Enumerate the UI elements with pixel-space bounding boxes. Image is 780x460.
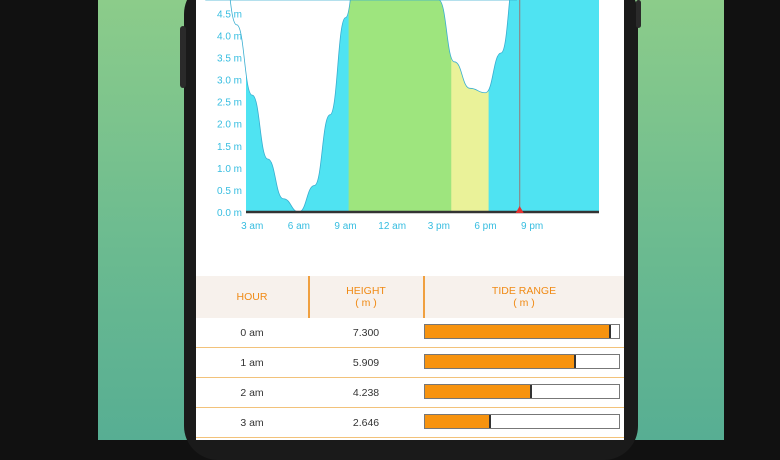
hour-cell: 2 am [240, 386, 264, 399]
tide-range-bar-fill [425, 385, 532, 398]
height-cell: 7.300 [352, 326, 380, 339]
column-header-tide-range: TIDE RANGE ( m ) [424, 276, 624, 318]
tide-range-bar [424, 324, 620, 339]
height-cell: 4.238 [352, 386, 380, 399]
table-row[interactable]: 2 am 4.238 [196, 378, 624, 408]
tide-chart[interactable]: 0.0 m 0.5 m 1.0 m 1.5 m 2.0 m 2.5 m 3.0 m 3.5 m… [196, 0, 624, 250]
column-header-height: HEIGHT ( m ) [309, 276, 423, 318]
y-tick-label: 3.5 m [217, 53, 242, 64]
tide-range-bar-fill [425, 325, 612, 338]
y-tick-label: 1.0 m [217, 164, 242, 175]
hour-cell: 3 am [240, 416, 264, 429]
x-tick-label: 6 am [288, 221, 310, 232]
column-divider [308, 276, 310, 318]
tide-range-bar [424, 354, 620, 369]
tide-range-bar [424, 414, 620, 429]
tide-range-bar-fill [425, 415, 491, 428]
tide-table-header: HOUR HEIGHT ( m ) TIDE RANGE ( m ) [196, 276, 624, 318]
x-tick-label: 6 pm [474, 221, 496, 232]
height-cell: 5.909 [352, 356, 380, 369]
phone-power-button [636, 0, 641, 28]
phone-side-button [180, 26, 186, 88]
tide-range-bar-fill [425, 355, 577, 368]
height-cell: 2.646 [352, 416, 380, 429]
y-tick-label: 2.0 m [217, 120, 242, 131]
x-tick-label: 3 am [241, 221, 263, 232]
column-header-hour-label: HOUR [236, 291, 268, 303]
column-header-hour: HOUR [196, 276, 308, 318]
y-tick-label: 0.5 m [217, 186, 242, 197]
x-tick-label: 12 am [378, 221, 406, 232]
tide-curve-area [206, 0, 517, 212]
column-header-height-unit: ( m ) [355, 297, 377, 309]
y-tick-label: 1.5 m [217, 142, 242, 153]
column-header-range-label: TIDE RANGE [491, 285, 557, 297]
x-tick-label: 9 pm [521, 221, 543, 232]
tide-table: HOUR HEIGHT ( m ) TIDE RANGE ( m ) 0 am … [196, 276, 624, 438]
table-row[interactable]: 3 am 2.646 [196, 408, 624, 438]
phone-screen: 0.0 m 0.5 m 1.0 m 1.5 m 2.0 m 2.5 m 3.0 m 3.5 m… [196, 0, 624, 440]
current-time-marker [515, 206, 524, 213]
tide-range-bar [424, 384, 620, 399]
column-divider [423, 276, 425, 318]
y-tick-label: 4.0 m [217, 31, 242, 42]
y-tick-label: 3.0 m [217, 76, 242, 87]
table-row[interactable]: 0 am 7.300 [196, 318, 624, 348]
column-header-range-unit: ( m ) [513, 297, 535, 309]
table-row[interactable]: 1 am 5.909 [196, 348, 624, 378]
y-tick-label: 0.0 m [217, 208, 242, 219]
x-tick-label: 9 am [334, 221, 356, 232]
left-background [0, 0, 98, 440]
y-tick-label: 4.5 m [217, 9, 242, 20]
right-background [724, 0, 780, 440]
column-header-height-label: HEIGHT [346, 285, 386, 297]
y-tick-label: 2.5 m [217, 98, 242, 109]
hour-cell: 0 am [240, 326, 264, 339]
x-tick-label: 3 pm [428, 221, 450, 232]
hour-cell: 1 am [240, 356, 264, 369]
